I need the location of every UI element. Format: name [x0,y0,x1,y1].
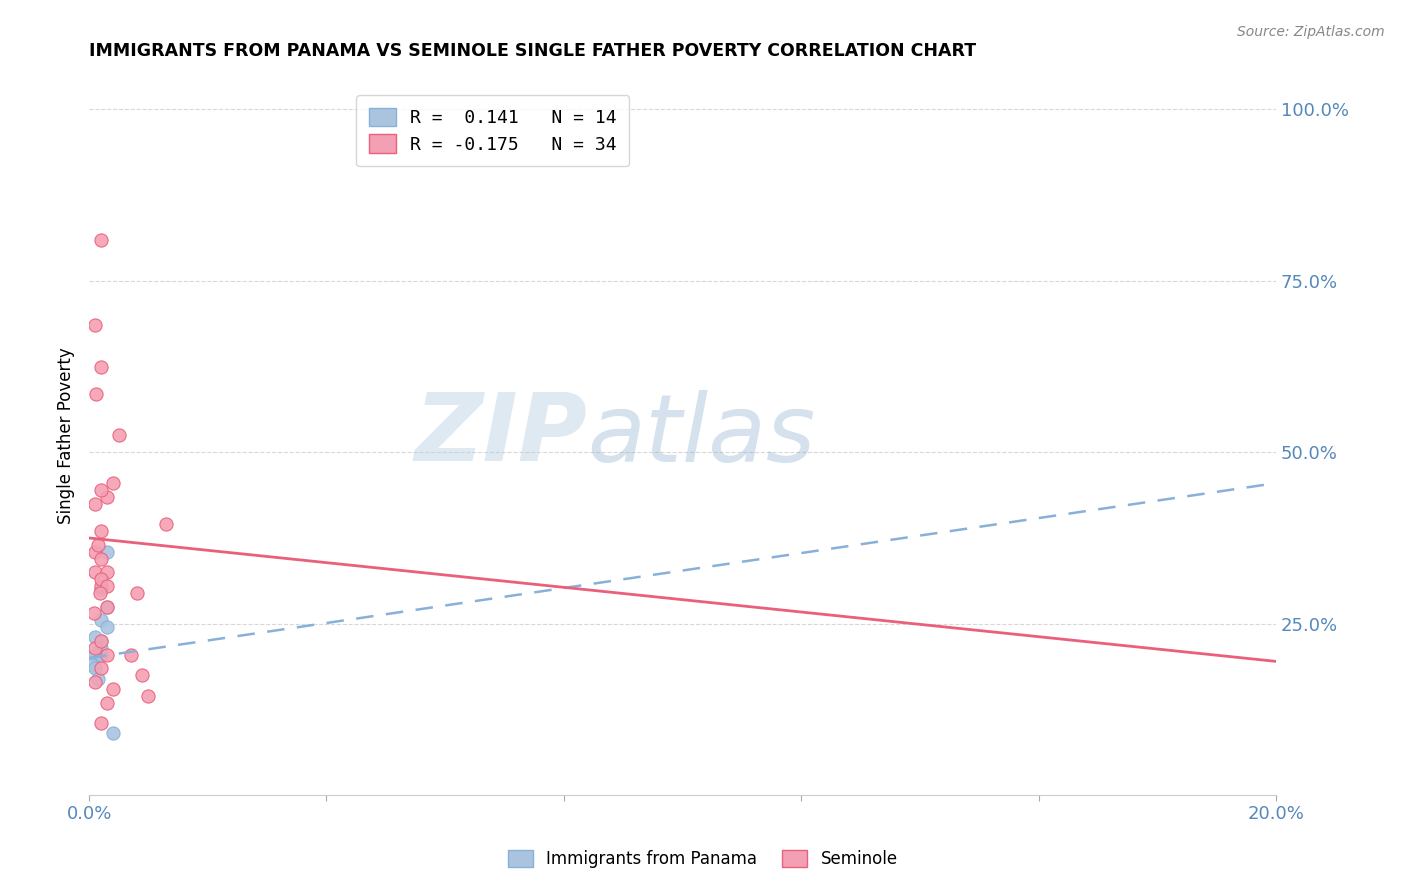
Point [96,544,118,558]
Point [90,233,112,247]
Point [84,640,107,655]
Text: IMMIGRANTS FROM PANAMA VS SEMINOLE SINGLE FATHER POVERTY CORRELATION CHART: IMMIGRANTS FROM PANAMA VS SEMINOLE SINGL… [89,42,976,60]
Point [90,483,112,497]
Point [125,586,148,600]
Point [84,648,107,662]
Point [90,648,112,662]
Point [90,359,112,374]
Legend: Immigrants from Panama, Seminole: Immigrants from Panama, Seminole [502,843,904,875]
Point [84,497,107,511]
Point [90,661,112,675]
Point [84,675,107,690]
Text: atlas: atlas [588,390,815,481]
Point [90,640,112,655]
Point [155,517,177,532]
Point [84,631,107,645]
Point [96,579,118,593]
Point [90,716,112,731]
Point [84,387,107,401]
Point [96,599,118,614]
Point [101,681,124,696]
Legend: R =  0.141   N = 14, R = -0.175   N = 34: R = 0.141 N = 14, R = -0.175 N = 34 [356,95,630,166]
Point [96,566,118,580]
Point [131,668,153,682]
Point [80,657,103,672]
Text: Source: ZipAtlas.com: Source: ZipAtlas.com [1237,25,1385,39]
Point [83,607,105,621]
Point [84,544,107,558]
Point [96,620,118,634]
Point [90,613,112,627]
Point [107,428,129,442]
Point [96,490,118,504]
Point [90,572,112,586]
Point [96,648,118,662]
Point [90,633,112,648]
Text: ZIP: ZIP [415,389,588,481]
Point [84,566,107,580]
Point [90,551,112,566]
Point [84,318,107,333]
Point [89,586,111,600]
Point [87,672,110,686]
Point [90,582,112,597]
Point [120,648,142,662]
Point [101,726,124,740]
Point [138,689,160,703]
Point [90,579,112,593]
Point [96,599,118,614]
Y-axis label: Single Father Poverty: Single Father Poverty [58,347,75,524]
Point [90,633,112,648]
Point [101,476,124,491]
Point [90,524,112,538]
Point [84,661,107,675]
Point [96,696,118,710]
Point [87,538,110,552]
